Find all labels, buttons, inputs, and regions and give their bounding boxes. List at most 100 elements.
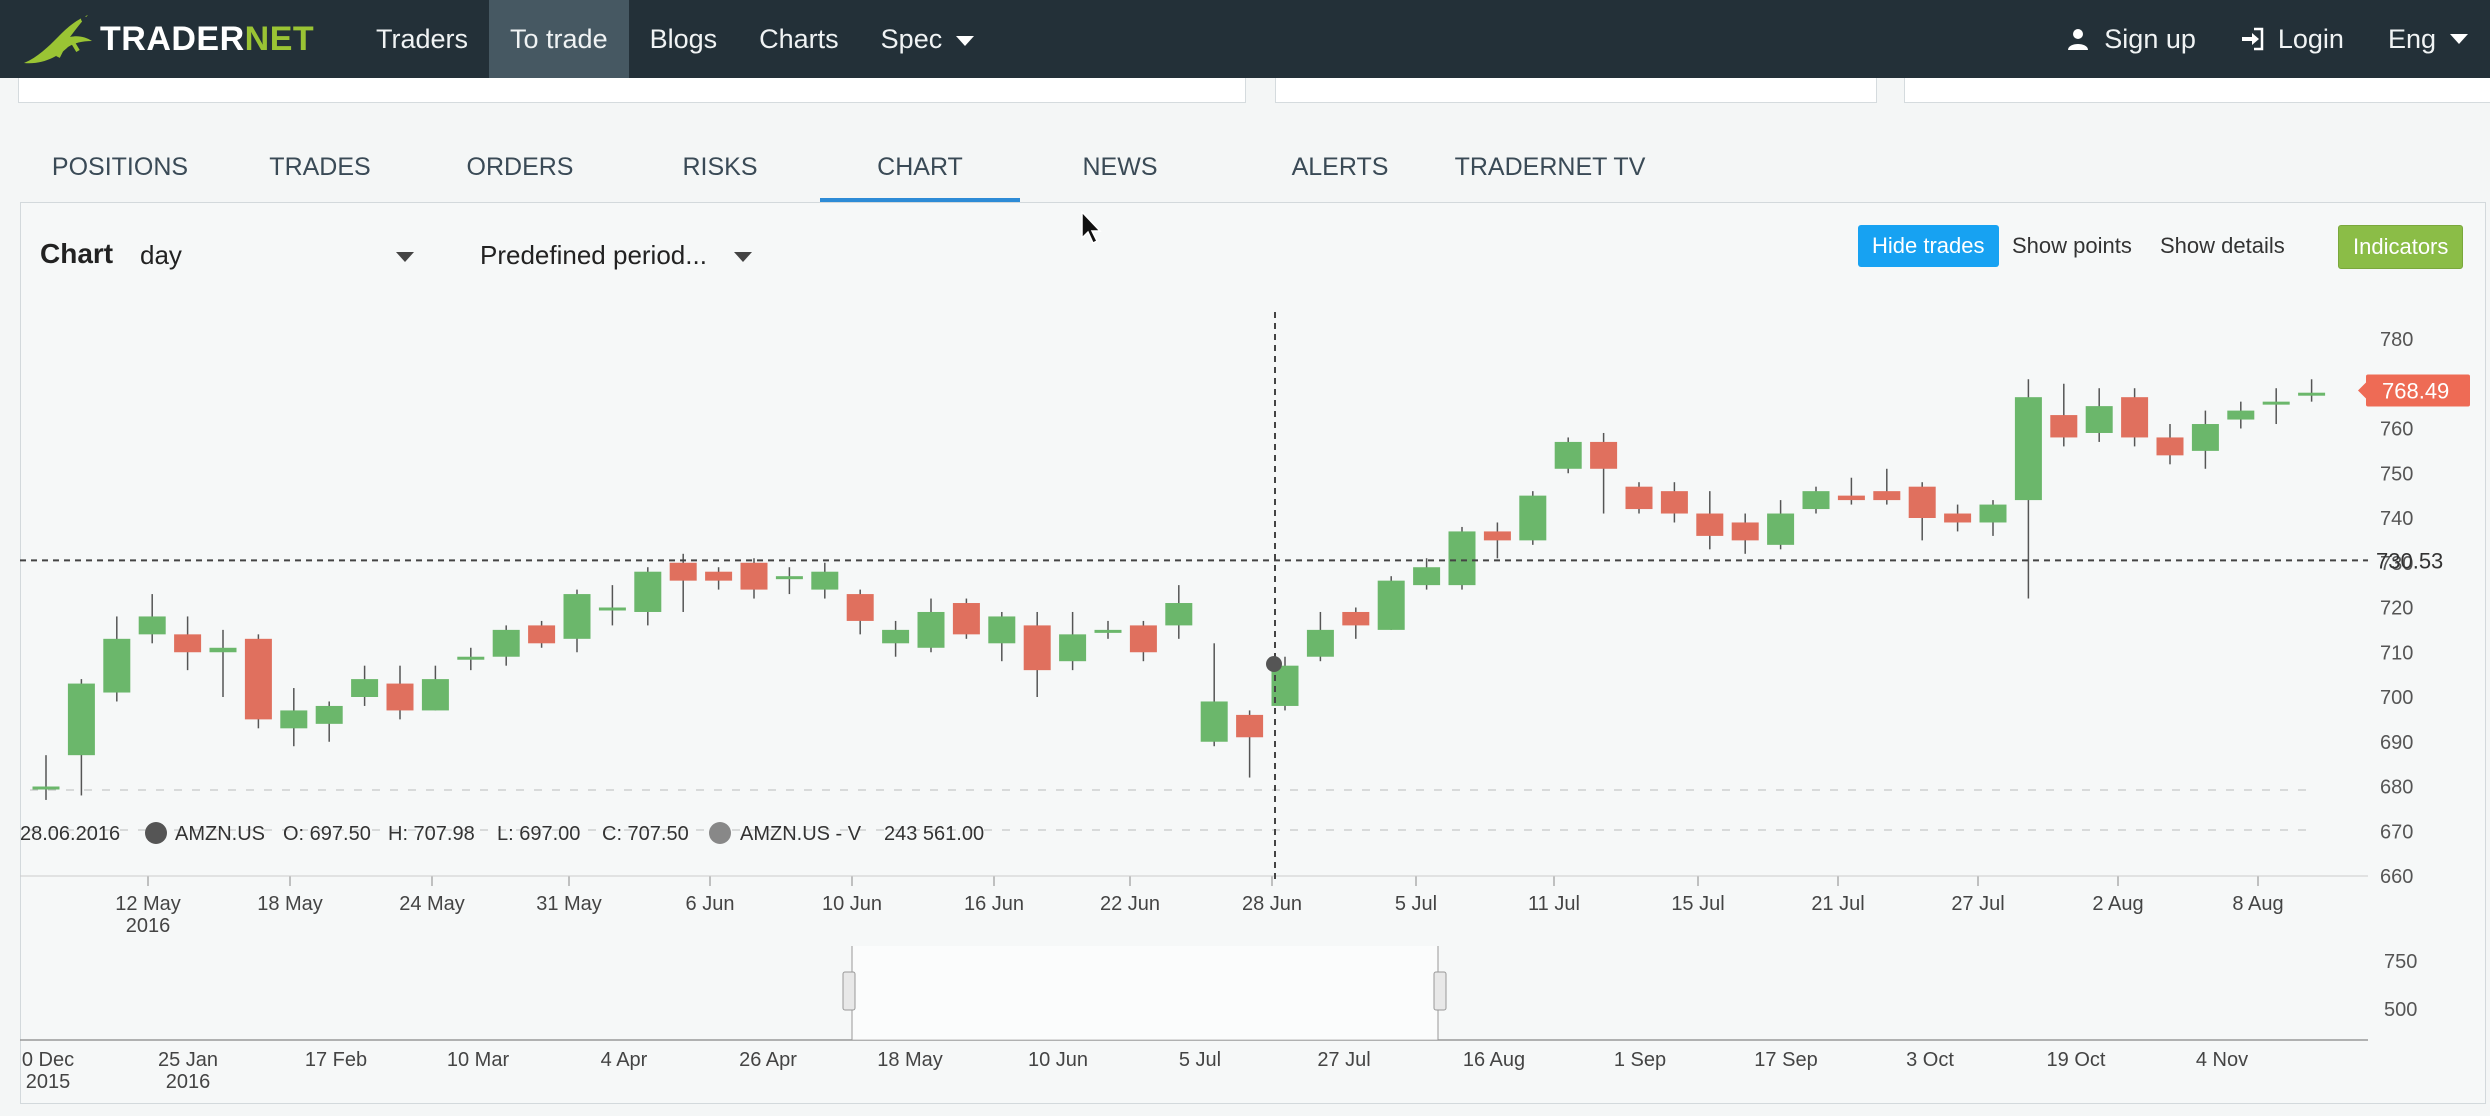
candle[interactable] xyxy=(1837,477,1865,505)
candle[interactable] xyxy=(244,634,272,729)
tab-positions[interactable]: POSITIONS xyxy=(51,153,189,181)
candle[interactable] xyxy=(669,553,697,612)
candle-body xyxy=(1165,603,1193,626)
candle[interactable] xyxy=(492,625,520,666)
candle[interactable] xyxy=(1342,607,1370,639)
candle[interactable] xyxy=(1377,576,1405,630)
candle[interactable] xyxy=(563,589,591,653)
candle[interactable] xyxy=(315,701,343,742)
language-selector[interactable]: Eng xyxy=(2366,0,2490,78)
candle-body xyxy=(1094,629,1122,633)
candle[interactable] xyxy=(1908,482,1936,541)
candle[interactable] xyxy=(988,611,1016,662)
candle-body xyxy=(1448,531,1476,586)
candle[interactable] xyxy=(174,616,202,671)
info-high: H: 707.98 xyxy=(388,823,475,845)
candle[interactable] xyxy=(882,620,910,657)
candle[interactable] xyxy=(528,620,556,648)
candle[interactable] xyxy=(1802,486,1830,514)
candle-body xyxy=(1944,513,1972,523)
candle[interactable] xyxy=(2121,388,2149,447)
candle[interactable] xyxy=(952,598,980,639)
tab-orders[interactable]: ORDERS xyxy=(466,153,574,181)
candle[interactable] xyxy=(917,598,945,653)
predefined-period-select[interactable]: Predefined period... xyxy=(480,240,752,271)
candle[interactable] xyxy=(386,665,414,720)
nav-to-trade[interactable]: To trade xyxy=(489,0,629,78)
candle[interactable] xyxy=(209,629,237,697)
candle[interactable] xyxy=(1483,522,1511,559)
candle[interactable] xyxy=(1767,500,1795,550)
candle[interactable] xyxy=(1129,620,1157,662)
navigator-window[interactable] xyxy=(852,946,1438,1040)
candle[interactable] xyxy=(1236,710,1264,778)
candle[interactable] xyxy=(2191,410,2219,469)
nav-blogs[interactable]: Blogs xyxy=(649,24,718,54)
tab-alerts[interactable]: ALERTS xyxy=(1291,153,1389,181)
candle[interactable] xyxy=(1094,620,1122,639)
tab-tradernet-tv[interactable]: TRADERNET TV xyxy=(1454,153,1646,181)
show-points-button[interactable]: Show points xyxy=(2012,233,2132,258)
nav-spec[interactable]: Spec xyxy=(860,0,996,78)
period-select[interactable]: day xyxy=(140,240,425,271)
candle[interactable] xyxy=(1200,643,1228,747)
candle[interactable] xyxy=(1944,504,1972,532)
candle[interactable] xyxy=(705,567,733,590)
candle[interactable] xyxy=(2014,379,2042,599)
indicators-button[interactable]: Indicators xyxy=(2338,225,2464,269)
candle[interactable] xyxy=(457,647,485,671)
tab-news[interactable]: NEWS xyxy=(1082,153,1158,181)
candle[interactable] xyxy=(1165,585,1193,639)
y-tick-label: 660 xyxy=(2380,866,2413,888)
x-tick-label: 6 Jun xyxy=(686,893,735,915)
login-link[interactable]: Login xyxy=(2218,0,2366,78)
tab-trades[interactable]: TRADES xyxy=(269,153,371,181)
candle[interactable] xyxy=(1059,611,1087,671)
tradernet-logo[interactable]: TRADERNET xyxy=(18,4,314,74)
candle[interactable] xyxy=(1519,491,1547,545)
candle[interactable] xyxy=(2262,388,2290,425)
candle[interactable] xyxy=(1023,611,1051,697)
tab-risks[interactable]: RISKS xyxy=(682,153,758,181)
candle[interactable] xyxy=(1731,513,1759,554)
candle[interactable] xyxy=(598,585,626,626)
candle[interactable] xyxy=(811,562,839,599)
crosshair-price-label: 730.53 xyxy=(2376,548,2443,573)
sign-up-link[interactable]: Sign up xyxy=(2044,0,2218,78)
navigator-right-handle[interactable] xyxy=(1433,971,1447,1011)
candle[interactable] xyxy=(2227,401,2255,429)
candle[interactable] xyxy=(775,567,803,595)
candle[interactable] xyxy=(846,589,874,635)
show-details-button[interactable]: Show details xyxy=(2160,233,2285,258)
candle[interactable] xyxy=(1413,558,1441,590)
nav-charts[interactable]: Charts xyxy=(759,24,839,54)
navigator-left-handle[interactable] xyxy=(842,971,856,1011)
candle[interactable] xyxy=(103,616,131,702)
tab-chart[interactable]: CHART xyxy=(877,153,963,181)
candle[interactable] xyxy=(634,567,662,626)
candle[interactable] xyxy=(2298,379,2326,402)
candle[interactable] xyxy=(67,679,95,796)
candle[interactable] xyxy=(2085,388,2113,442)
candle[interactable] xyxy=(2156,424,2184,465)
nav-traders[interactable]: Traders xyxy=(376,24,469,54)
candle[interactable] xyxy=(1448,526,1476,590)
candle[interactable] xyxy=(1979,500,2007,536)
candle[interactable] xyxy=(1625,482,1653,514)
candle[interactable] xyxy=(421,665,449,711)
candle[interactable] xyxy=(280,688,308,747)
candle[interactable] xyxy=(1696,491,1724,550)
candle[interactable] xyxy=(32,755,60,800)
candle[interactable] xyxy=(2050,383,2078,447)
candle[interactable] xyxy=(740,558,768,599)
candle[interactable] xyxy=(138,594,166,644)
candle[interactable] xyxy=(1590,432,1618,514)
candle[interactable] xyxy=(1873,468,1901,505)
candle[interactable] xyxy=(1306,611,1334,662)
candle[interactable] xyxy=(1660,482,1688,523)
candle[interactable] xyxy=(351,665,379,706)
hide-trades-button[interactable]: Hide trades xyxy=(1858,225,1999,267)
candle[interactable] xyxy=(1554,437,1582,474)
